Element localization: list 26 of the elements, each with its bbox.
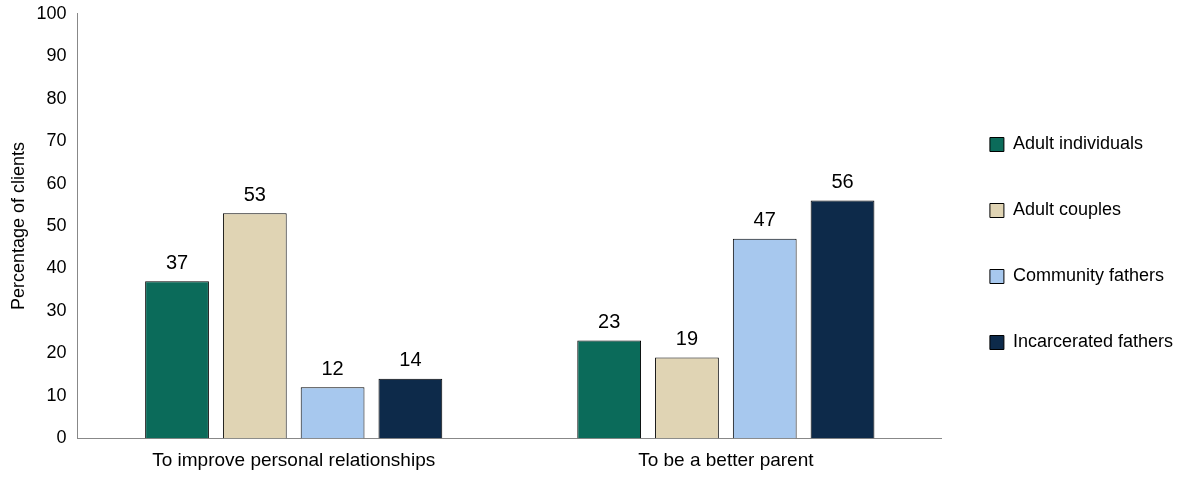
legend-label: Adult couples: [1012, 199, 1121, 220]
legend-label: Adult individuals: [1012, 133, 1143, 154]
y-axis-title: Percentage of clients: [7, 141, 28, 311]
y-tick-label: 60: [46, 172, 67, 193]
y-tick-label: 10: [46, 384, 67, 405]
y-tick-label: 40: [46, 257, 67, 278]
x-tick-label: To improve personal relationships: [152, 448, 436, 470]
legend-label: Incarcerated fathers: [1012, 331, 1174, 352]
data-label: 47: [753, 208, 776, 231]
data-label: 12: [321, 356, 344, 379]
y-tick-label: 80: [46, 87, 67, 108]
y-tick-label: 100: [36, 2, 67, 23]
x-tick-label: To be a better parent: [638, 448, 815, 470]
data-label: 19: [675, 327, 699, 350]
data-label: 37: [165, 250, 189, 273]
y-tick-label: 30: [46, 299, 67, 320]
data-label: 14: [399, 348, 422, 371]
y-tick-label: 90: [46, 45, 67, 66]
data-label: 56: [831, 170, 854, 193]
y-tick-label: 70: [46, 130, 67, 151]
data-label: 53: [243, 182, 266, 205]
y-tick-label: 20: [46, 342, 67, 363]
legend-label: Community fathers: [1012, 265, 1164, 286]
data-label: 23: [598, 310, 621, 333]
y-tick-label: 0: [56, 427, 67, 448]
y-tick-label: 50: [46, 214, 67, 235]
